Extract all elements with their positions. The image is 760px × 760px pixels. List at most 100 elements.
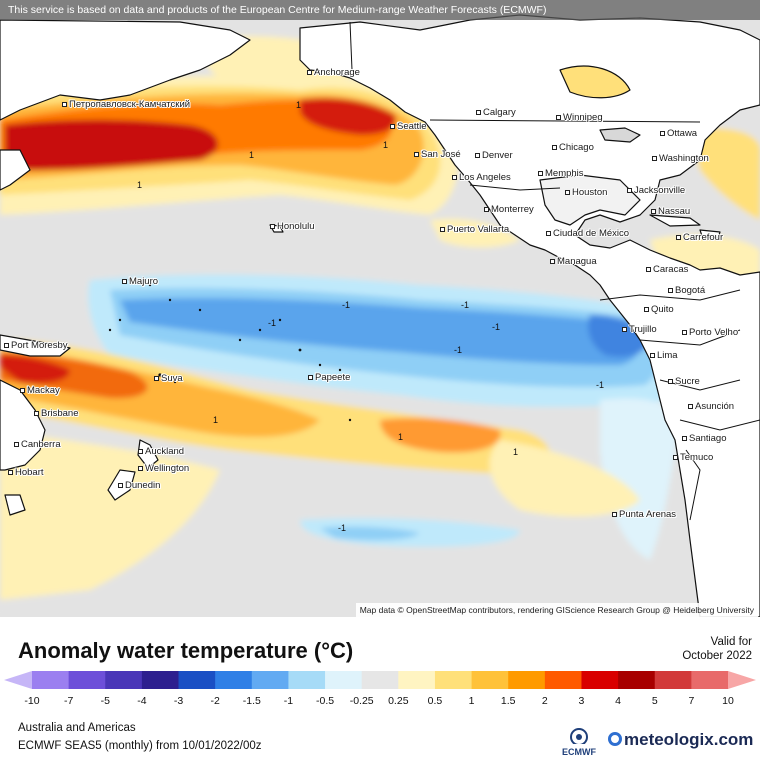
city-marker-icon	[673, 454, 678, 460]
city-label[interactable]: Lima	[650, 350, 678, 361]
color-scale-tick-label: -0.5	[316, 695, 335, 707]
color-scale-tick-label: 4	[615, 695, 622, 707]
city-label[interactable]: Calgary	[476, 107, 516, 118]
city-marker-icon	[682, 435, 687, 441]
valid-label: Valid for	[710, 636, 752, 648]
model-run-label: ECMWF SEAS5 (monthly) from 10/01/2022/00…	[18, 740, 262, 752]
contour-label: 1	[137, 180, 143, 190]
city-marker-icon	[612, 511, 617, 517]
color-scale-swatch	[215, 671, 253, 689]
color-scale-swatch	[178, 671, 216, 689]
city-label[interactable]: Caracas	[646, 264, 688, 275]
city-label[interactable]: Asunción	[688, 401, 734, 412]
city-label[interactable]: Anchorage	[307, 67, 360, 78]
city-label[interactable]: Suva	[154, 373, 183, 384]
city-label[interactable]: Temuco	[673, 452, 713, 463]
city-label[interactable]: Papeete	[308, 372, 350, 383]
city-label[interactable]: Majuro	[122, 276, 158, 287]
city-marker-icon	[484, 206, 489, 212]
city-marker-icon	[565, 189, 570, 195]
color-scale-tick-label: 1	[468, 695, 475, 707]
city-marker-icon	[138, 448, 143, 454]
ecmwf-notice-banner: This service is based on data and produc…	[0, 0, 760, 20]
city-marker-icon	[668, 378, 673, 384]
city-label[interactable]: Denver	[475, 150, 513, 161]
color-scale-swatch	[141, 671, 180, 689]
city-label[interactable]: Ciudad de México	[546, 228, 629, 239]
city-marker-icon	[62, 101, 67, 107]
anomaly-map[interactable]: This service is based on data and produc…	[0, 0, 760, 617]
city-label[interactable]: Santiago	[682, 433, 727, 444]
contour-label: -1	[454, 345, 463, 355]
city-label[interactable]: Winnipeg	[556, 112, 603, 123]
city-label[interactable]: Porto Velho	[682, 327, 738, 338]
city-label[interactable]: Nassau	[651, 206, 690, 217]
city-label[interactable]: Los Angeles	[452, 172, 511, 183]
color-scale-tick-label: -1.5	[242, 695, 261, 707]
city-label[interactable]: Jacksonville	[627, 185, 685, 196]
city-marker-icon	[550, 258, 555, 264]
city-label[interactable]: Quito	[644, 304, 674, 315]
city-label[interactable]: San José	[414, 149, 461, 160]
city-marker-icon	[270, 223, 275, 229]
color-scale-swatch	[654, 671, 692, 689]
city-label[interactable]: Honolulu	[270, 221, 315, 232]
color-scale-tick-label: 7	[688, 695, 695, 707]
city-marker-icon	[552, 144, 557, 150]
contour-label: 1	[249, 150, 255, 160]
meteologix-ring-icon	[608, 732, 622, 746]
city-label[interactable]: Brisbane	[34, 408, 79, 419]
city-label[interactable]: Port Moresby	[4, 340, 68, 351]
city-label[interactable]: Ottawa	[660, 128, 697, 139]
city-marker-icon	[414, 151, 419, 157]
city-label[interactable]: Carrefour	[676, 232, 723, 243]
city-label[interactable]: Puerto Vallarta	[440, 224, 509, 235]
color-scale-tick-label: 2	[541, 695, 548, 707]
city-label[interactable]: Memphis	[538, 168, 584, 179]
ecmwf-logo[interactable]: ECMWF	[561, 726, 597, 757]
city-marker-icon	[307, 69, 312, 75]
map-credits[interactable]: Map data © OpenStreetMap contributors, r…	[355, 603, 758, 617]
city-label[interactable]: Wellington	[138, 463, 189, 474]
color-scale-swatch	[4, 671, 32, 689]
color-scale-tick-label: -2	[210, 695, 220, 707]
city-marker-icon	[440, 226, 445, 232]
city-marker-icon	[651, 208, 656, 214]
color-scale-swatch	[251, 671, 289, 689]
city-label[interactable]: Dunedin	[118, 480, 160, 491]
city-label[interactable]: Managua	[550, 256, 597, 267]
color-scale-swatch	[471, 671, 509, 689]
city-marker-icon	[118, 482, 123, 488]
city-label[interactable]: Washington	[652, 153, 709, 164]
city-label[interactable]: Петропавловск-Камчатский	[62, 99, 190, 110]
city-label[interactable]: Auckland	[138, 446, 184, 457]
city-label[interactable]: Bogotá	[668, 285, 705, 296]
city-label[interactable]: Monterrey	[484, 204, 534, 215]
color-scale-tick-label: 10	[722, 695, 734, 707]
city-label[interactable]: Sucre	[668, 376, 700, 387]
contour-label: 1	[398, 432, 404, 442]
city-marker-icon	[14, 441, 19, 447]
city-label[interactable]: Mackay	[20, 385, 60, 396]
contour-label: -1	[268, 318, 277, 328]
color-scale-tick-label: 5	[651, 695, 658, 707]
contour-label: 1	[383, 140, 389, 150]
meteologix-logo[interactable]: meteologix.com	[608, 730, 753, 750]
city-label[interactable]: Chicago	[552, 142, 594, 153]
color-scale-tick-label: 0.25	[388, 695, 409, 707]
contour-label: -1	[596, 380, 605, 390]
city-label[interactable]: Seattle	[390, 121, 427, 132]
color-scale-swatch	[581, 671, 619, 689]
city-marker-icon	[688, 403, 693, 409]
city-label[interactable]: Hobart	[8, 467, 44, 478]
city-label[interactable]: Trujillo	[622, 324, 657, 335]
valid-date: Valid for October 2022	[682, 635, 752, 663]
color-scale-tick-label: -3	[173, 695, 184, 707]
city-label[interactable]: Canberra	[14, 439, 61, 450]
city-marker-icon	[20, 387, 25, 393]
city-label[interactable]: Houston	[565, 187, 607, 198]
city-marker-icon	[546, 230, 551, 236]
city-marker-icon	[122, 278, 127, 284]
color-scale-swatch	[68, 671, 106, 689]
city-label[interactable]: Punta Arenas	[612, 509, 676, 520]
